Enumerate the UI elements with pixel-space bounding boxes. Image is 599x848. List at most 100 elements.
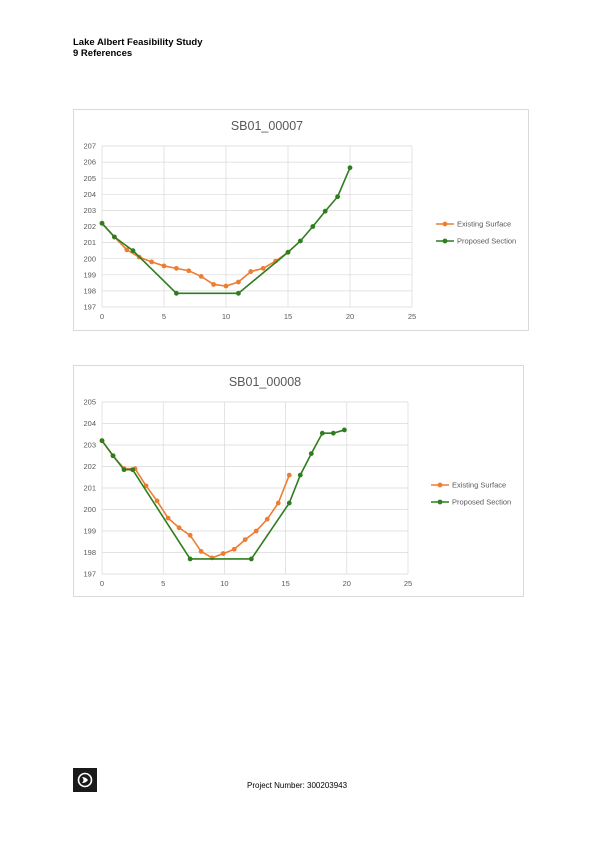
existing-surface-line xyxy=(101,222,289,287)
y-tick-label: 198 xyxy=(83,287,96,296)
existing-surface-point xyxy=(220,551,226,556)
proposed-section-point xyxy=(112,234,117,240)
proposed-section-point xyxy=(286,500,292,506)
chart-title: SB01_00007 xyxy=(231,119,303,133)
header-title: Lake Albert Feasibility Study xyxy=(73,37,203,48)
chart-sb01-00007: SB01_00007 197 198 199 200 201 202 203 204 205 206… xyxy=(73,109,529,331)
existing-surface-point xyxy=(253,528,259,534)
existing-surface-point xyxy=(231,546,237,552)
existing-surface-point xyxy=(154,498,160,504)
project-number: Project Number: 300203943 xyxy=(247,781,348,790)
company-logo-icon xyxy=(73,768,97,792)
existing-surface-point xyxy=(264,516,270,522)
x-tick-label: 5 xyxy=(161,579,165,588)
existing-surface-point xyxy=(242,537,248,542)
x-tick-label: 0 xyxy=(100,312,104,321)
legend-marker-proposed-section xyxy=(442,238,448,244)
proposed-section-point xyxy=(99,220,105,226)
y-tick-label: 205 xyxy=(83,174,96,183)
document-header: Lake Albert Feasibility Study 9 Referenc… xyxy=(73,37,203,59)
legend-label-proposed-section: Proposed Section xyxy=(457,237,516,246)
chart-title: SB01_00008 xyxy=(229,375,301,389)
proposed-section-point xyxy=(297,472,303,478)
x-tick-label: 15 xyxy=(284,312,292,321)
y-tick-label: 198 xyxy=(83,548,96,557)
legend-marker-existing-surface xyxy=(442,221,448,227)
existing-surface-line xyxy=(101,440,291,559)
y-tick-label: 203 xyxy=(83,206,96,215)
x-tick-label: 15 xyxy=(281,579,289,588)
y-tick-label: 197 xyxy=(83,303,96,312)
x-tick-label: 20 xyxy=(343,579,351,588)
existing-surface-point xyxy=(165,515,171,521)
x-tick-label: 10 xyxy=(220,579,228,588)
chart-sb01-00008-svg: SB01_00008 197 198 199 200 201 202 203 204 205 0 5 1… xyxy=(83,375,511,588)
legend-label-proposed-section: Proposed Section xyxy=(452,498,511,507)
x-tick-label: 5 xyxy=(162,312,166,321)
y-tick-label: 201 xyxy=(83,238,96,247)
existing-surface-point xyxy=(161,263,167,269)
proposed-section-point xyxy=(308,451,314,456)
existing-surface-point xyxy=(248,269,254,274)
existing-surface-point xyxy=(186,268,192,274)
y-tick-label: 200 xyxy=(83,505,96,514)
y-tick-label: 202 xyxy=(83,222,96,231)
proposed-section-line xyxy=(101,429,345,560)
proposed-section-point xyxy=(319,430,325,436)
proposed-section-point xyxy=(330,430,336,436)
proposed-section-point xyxy=(130,467,135,473)
existing-surface-point xyxy=(143,483,149,489)
proposed-section-point xyxy=(187,556,193,562)
proposed-section-point xyxy=(322,208,328,214)
y-tick-label: 197 xyxy=(83,570,96,579)
x-tick-label: 25 xyxy=(404,579,412,588)
proposed-section-point xyxy=(99,438,105,444)
existing-surface-point xyxy=(174,265,179,271)
x-tick-label: 0 xyxy=(100,579,104,588)
y-tick-label: 202 xyxy=(83,462,96,471)
legend-label-existing-surface: Existing Surface xyxy=(457,220,511,229)
proposed-section-point xyxy=(298,238,303,244)
existing-surface-point xyxy=(211,282,217,287)
y-tick-label: 203 xyxy=(83,441,96,450)
existing-surface-point xyxy=(275,500,281,506)
header-section: 9 References xyxy=(73,48,133,59)
existing-surface-point xyxy=(286,472,292,478)
existing-surface-point xyxy=(149,259,154,265)
x-tick-label: 20 xyxy=(346,312,354,321)
y-tick-label: 201 xyxy=(83,484,96,493)
existing-surface-point xyxy=(223,283,229,289)
y-tick-label: 204 xyxy=(83,419,96,428)
y-tick-label: 204 xyxy=(83,190,96,199)
proposed-section-point xyxy=(110,453,116,459)
y-tick-label: 207 xyxy=(83,142,96,151)
existing-surface-point xyxy=(260,265,266,271)
chart-sb01-00007-svg: SB01_00007197198199200201202203204205206… xyxy=(83,119,516,321)
proposed-section-point xyxy=(248,556,254,562)
proposed-section-point xyxy=(130,248,136,254)
proposed-section-point xyxy=(174,290,179,296)
proposed-section-point xyxy=(236,290,241,296)
legend-label-existing-surface: Existing Surface xyxy=(452,481,506,490)
existing-surface-point xyxy=(124,247,130,253)
proposed-section-point xyxy=(121,467,127,473)
proposed-section-point xyxy=(347,165,353,171)
existing-surface-point xyxy=(198,549,204,554)
proposed-section-point xyxy=(310,224,316,229)
existing-surface-point xyxy=(187,532,193,538)
existing-surface-point xyxy=(198,274,204,279)
y-tick-label: 205 xyxy=(83,398,96,407)
y-tick-label: 199 xyxy=(83,527,96,536)
y-tick-label: 200 xyxy=(83,254,96,263)
legend-marker-proposed-section xyxy=(437,499,443,505)
x-tick-label: 25 xyxy=(408,312,416,321)
chart-sb01-00008: SB01_00008 197 198 199 200 201 202 203 204 205 0 5 1… xyxy=(73,365,524,597)
existing-surface-point xyxy=(176,525,182,531)
legend-marker-existing-surface xyxy=(437,482,443,488)
existing-surface-point xyxy=(236,279,241,285)
x-tick-label: 10 xyxy=(222,312,230,321)
proposed-section-point xyxy=(285,249,291,255)
proposed-section-point xyxy=(335,194,340,200)
y-tick-label: 206 xyxy=(83,158,96,167)
proposed-section-point xyxy=(341,427,347,433)
